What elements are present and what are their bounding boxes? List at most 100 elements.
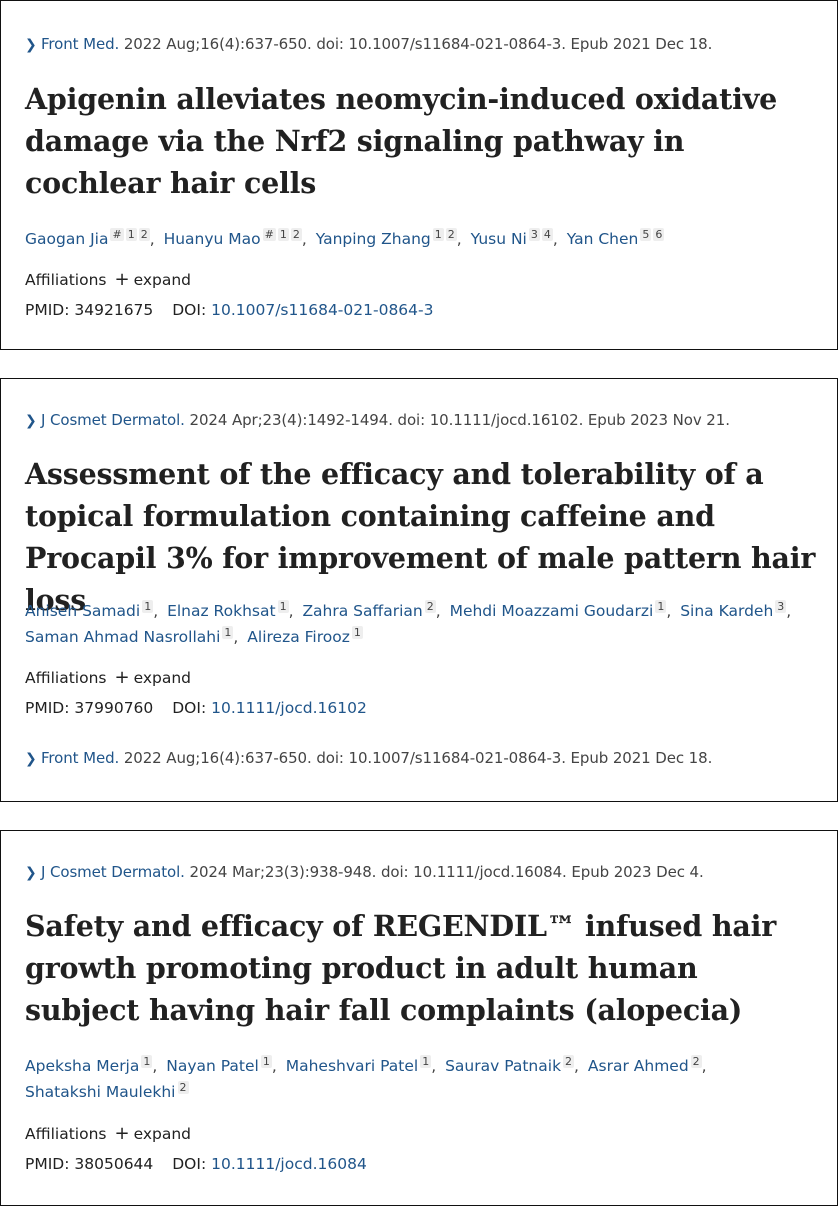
chevron-right-icon[interactable]: ❯ [25,37,37,53]
affiliations-label: Affiliations [25,1125,107,1143]
author-link[interactable]: Alireza Firooz [247,628,350,646]
affiliation-marker[interactable]: 4 [541,228,553,241]
author-link[interactable]: Saman Ahmad Nasrollahi [25,628,221,646]
author-item: Saman Ahmad Nasrollahi 1, [25,626,242,646]
author-link[interactable]: Aniseh Samadi [25,602,141,620]
doi-link[interactable]: 10.1111/jocd.16084 [211,1155,367,1173]
author-list: Aniseh Samadi 1, Elnaz Rokhsat 1, Zahra Sa… [25,598,823,650]
affiliation-marker[interactable]: 2 [177,1081,189,1094]
affiliation-marker[interactable]: 1 [260,1055,272,1068]
author-separator: , [666,602,672,620]
author-item: Maheshvari Patel 1, [285,1055,440,1075]
author-item: Apeksha Merja 1, [25,1055,161,1075]
article-title[interactable]: Apigenin alleviates neomycin-induced oxi… [25,82,778,200]
affiliation-marker[interactable]: 3 [528,228,540,241]
author-link[interactable]: Gaogan Jia [25,230,109,248]
author-item: Mehdi Moazzami Goudarzi 1, [449,600,676,620]
affiliation-marker[interactable]: 2 [138,228,150,241]
author-item: Zahra Saffarian 2, [302,600,444,620]
affiliation-marker[interactable]: 3 [775,600,787,613]
affiliations-toggle[interactable]: Affiliations + expand [25,667,191,688]
affiliation-marker[interactable]: # [110,228,124,241]
pmid-label: PMID: [25,301,70,319]
author-link[interactable]: Elnaz Rokhsat [167,602,276,620]
affiliations-toggle[interactable]: Affiliations + expand [25,1123,191,1144]
citation-text: 2022 Aug;16(4):637-650. doi: 10.1007/s11… [119,35,713,53]
article-title[interactable]: Assessment of the efficacy and tolerabil… [25,457,816,617]
author-link[interactable]: Yusu Ni [470,230,527,248]
author-item: Alireza Firooz 1 [247,626,363,646]
author-separator: , [456,230,462,248]
affiliation-marker[interactable]: 1 [277,600,289,613]
expand-label: expand [133,271,191,289]
affiliation-marker[interactable]: 1 [277,228,289,241]
journal-link[interactable]: Front Med. [41,35,120,53]
affiliation-marker[interactable]: 2 [690,1055,702,1068]
affiliation-marker[interactable]: 1 [420,1055,432,1068]
identifiers: PMID: 37990760 DOI: 10.1111/jocd.16102 [25,699,367,717]
author-link[interactable]: Asrar Ahmed [587,1057,689,1075]
affiliation-marker[interactable]: 1 [142,600,154,613]
affiliation-marker[interactable]: 6 [653,228,665,241]
author-link[interactable]: Sina Kardeh [680,602,774,620]
author-separator: , [701,1057,707,1075]
author-separator: , [552,230,558,248]
author-link[interactable]: Yanping Zhang [315,230,431,248]
author-link[interactable]: Apeksha Merja [25,1057,140,1075]
affiliation-marker[interactable]: 1 [432,228,444,241]
author-list: Apeksha Merja 1, Nayan Patel 1, Maheshvari… [25,1053,823,1105]
author-separator: , [574,1057,579,1075]
citation: ❯ Front Med. 2022 Aug;16(4):637-650. doi:… [25,35,712,53]
affiliation-marker[interactable]: 1 [222,626,234,639]
affiliation-marker[interactable]: 5 [640,228,652,241]
citation: ❯ J Cosmet Dermatol. 2024 Apr;23(4):1492-… [25,411,730,429]
doi-label: DOI: [172,1155,207,1173]
author-link[interactable]: Zahra Saffarian [302,602,423,620]
author-link[interactable]: Yan Chen [566,230,639,248]
citation-text: 2022 Aug;16(4):637-650. doi: 10.1007/s11… [119,749,713,767]
journal-link[interactable]: J Cosmet Dermatol. [41,411,185,429]
affiliation-marker[interactable]: 1 [351,626,363,639]
author-item: Gaogan Jia #1 2, [25,228,159,248]
affiliation-marker[interactable]: 2 [424,600,436,613]
plus-icon: + [114,667,130,688]
pmid-label: PMID: [25,1155,70,1173]
author-link[interactable]: Huanyu Mao [163,230,261,248]
author-link[interactable]: Mehdi Moazzami Goudarzi [449,602,654,620]
affiliation-marker[interactable]: 1 [141,1055,153,1068]
identifiers: PMID: 34921675 DOI: 10.1007/s11684-021-0… [25,301,433,319]
article-title[interactable]: Safety and efficacy of REGENDIL™ infused… [25,909,777,1027]
affiliation-marker[interactable]: 1 [655,600,667,613]
pmid-value: 34921675 [74,301,154,319]
chevron-right-icon[interactable]: ❯ [25,413,37,429]
affiliation-marker[interactable]: 2 [290,228,302,241]
affiliation-marker[interactable]: # [262,228,276,241]
citation: ❯ J Cosmet Dermatol. 2024 Mar;23(3):938-9… [25,863,704,881]
author-item: Aniseh Samadi 1, [25,600,162,620]
author-separator: , [152,1057,158,1075]
plus-icon: + [114,269,130,290]
author-item: Sina Kardeh 3, [680,600,795,620]
chevron-right-icon[interactable]: ❯ [25,865,37,881]
author-item: Yan Chen 5 6 [566,228,665,248]
affiliations-toggle[interactable]: Affiliations + expand [25,269,191,290]
chevron-right-icon[interactable]: ❯ [25,751,37,767]
affiliation-marker[interactable]: 2 [445,228,457,241]
author-separator: , [786,602,792,620]
expand-label: expand [133,1125,191,1143]
author-item: Asrar Ahmed 2, [587,1055,711,1075]
pmid-value: 37990760 [74,699,154,717]
pmid-value: 38050644 [74,1155,154,1173]
doi-link[interactable]: 10.1007/s11684-021-0864-3 [211,301,434,319]
author-separator: , [435,602,441,620]
author-link[interactable]: Saurav Patnaik [445,1057,562,1075]
affiliation-marker[interactable]: 2 [563,1055,575,1068]
author-link[interactable]: Maheshvari Patel [285,1057,419,1075]
doi-link[interactable]: 10.1111/jocd.16102 [211,699,367,717]
affiliation-marker[interactable]: 1 [125,228,137,241]
author-link[interactable]: Shatakshi Maulekhi [25,1083,176,1101]
journal-link[interactable]: J Cosmet Dermatol. [41,863,185,881]
author-link[interactable]: Nayan Patel [166,1057,259,1075]
author-separator: , [149,230,155,248]
journal-link[interactable]: Front Med. [41,749,120,767]
